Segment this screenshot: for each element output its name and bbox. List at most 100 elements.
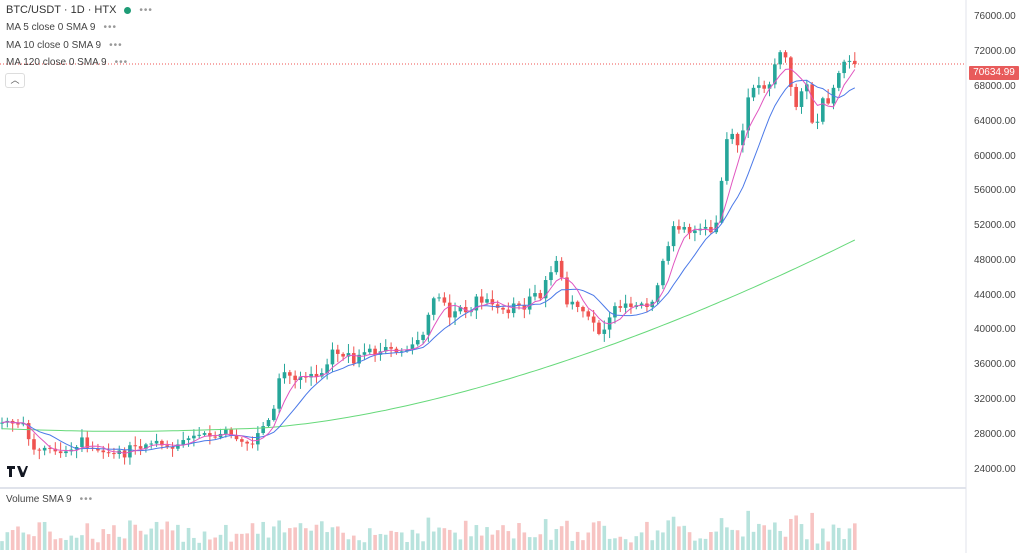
symbol-header[interactable]: BTC/USDT · 1D · HTX ••• [6,4,153,16]
volume-bar [378,533,383,550]
candle-body [154,440,159,444]
candle-body [389,346,393,349]
candle-body [224,429,228,434]
candle-body [96,448,100,451]
candle-body [58,451,63,454]
volume-bar [80,535,84,550]
price-tick-label: 44000.00 [974,289,1016,301]
candle-body [618,306,623,308]
volume-bar [474,525,479,550]
candle-body [559,260,564,278]
volume-bar [373,534,377,550]
volume-bar [767,529,772,550]
volume-bar [261,521,265,550]
indicator-ma10-label[interactable]: MA 10 close 0 SMA 9 [6,40,102,51]
volume-bar [757,523,761,550]
candle-body [367,348,372,353]
collapse-legend-button[interactable]: ︿ [5,73,25,88]
indicator-ma120[interactable]: MA 120 close 0 SMA 9 ••• [6,57,128,68]
candle-body [26,423,31,440]
volume-legend-label[interactable]: Volume SMA 9 [6,494,72,505]
candle-body [165,445,170,447]
volume-bar [485,527,489,550]
candle-body [549,272,553,281]
volume-bar [671,516,676,550]
volume-legend[interactable]: Volume SMA 9 ••• [6,494,93,505]
volume-bar [320,521,324,550]
volume-bar [693,540,697,550]
volume-bar [181,541,186,550]
volume-bar [634,536,639,550]
indicator-ma120-menu-icon[interactable]: ••• [114,57,129,68]
candle-body [128,445,132,458]
candle-body [522,305,527,310]
indicator-ma5-menu-icon[interactable]: ••• [103,22,118,33]
candle-body [170,446,175,449]
indicator-ma5[interactable]: MA 5 close 0 SMA 9 ••• [6,22,117,33]
indicator-ma10[interactable]: MA 10 close 0 SMA 9 ••• [6,40,123,51]
volume-bar [101,529,106,550]
volume-bar [821,528,825,550]
volume-bar [581,540,585,550]
volume-bar [48,531,52,550]
candle-body [773,64,777,85]
volume-bar [0,541,4,550]
candle-body [783,52,788,58]
volume-bar [341,532,345,550]
volume-bar [746,510,750,550]
tradingview-logo-icon[interactable] [6,464,28,480]
candle-body [533,293,537,297]
candle-body [415,340,420,345]
candle-body [213,436,217,438]
candle-body [527,296,532,310]
candle-body [837,73,841,88]
volume-bar [5,532,10,550]
candle-body [320,373,324,377]
candle-body [0,422,4,424]
candle-body [602,329,607,334]
candle-body [821,98,825,122]
volume-bar [117,536,122,550]
volume-bar [458,539,463,550]
candle-body [767,84,772,89]
candle-body [511,303,516,314]
volume-bar [682,525,687,550]
volume-bar [421,541,425,550]
candle-body [122,450,127,458]
volume-bar [453,532,457,550]
candle-body [399,351,404,353]
volume-bar [762,525,766,550]
candle-body [842,61,846,74]
volume-bar [288,528,292,550]
volume-bar [64,539,68,550]
volume-bar [709,532,713,550]
candle-body [208,433,212,437]
volume-bar [213,537,217,550]
volume-bar [144,534,148,550]
volume-bar [517,523,521,550]
candle-body [341,353,345,357]
volume-bar [495,530,500,550]
candle-body [351,353,356,364]
volume-bar [128,520,132,550]
candle-body [192,435,196,439]
indicator-ma10-menu-icon[interactable]: ••• [109,40,123,51]
indicator-ma120-label[interactable]: MA 120 close 0 SMA 9 [6,57,107,68]
volume-bar [447,529,452,550]
candle-body [741,130,745,146]
volume-bar [522,532,527,550]
candle-body [495,304,500,308]
volume-bar [224,524,228,550]
volume-menu-icon[interactable]: ••• [79,494,94,505]
volume-bar [218,534,223,550]
candle-body [144,444,148,449]
symbol-menu-icon[interactable]: ••• [139,4,153,16]
symbol-title[interactable]: BTC/USDT · 1D · HTX [6,4,117,16]
volume-bar [37,522,42,550]
volume-bar [405,542,409,550]
candle-body [554,260,559,273]
indicator-ma5-label[interactable]: MA 5 close 0 SMA 9 [6,22,96,33]
candle-body [64,451,68,454]
volume-bar [501,525,505,550]
